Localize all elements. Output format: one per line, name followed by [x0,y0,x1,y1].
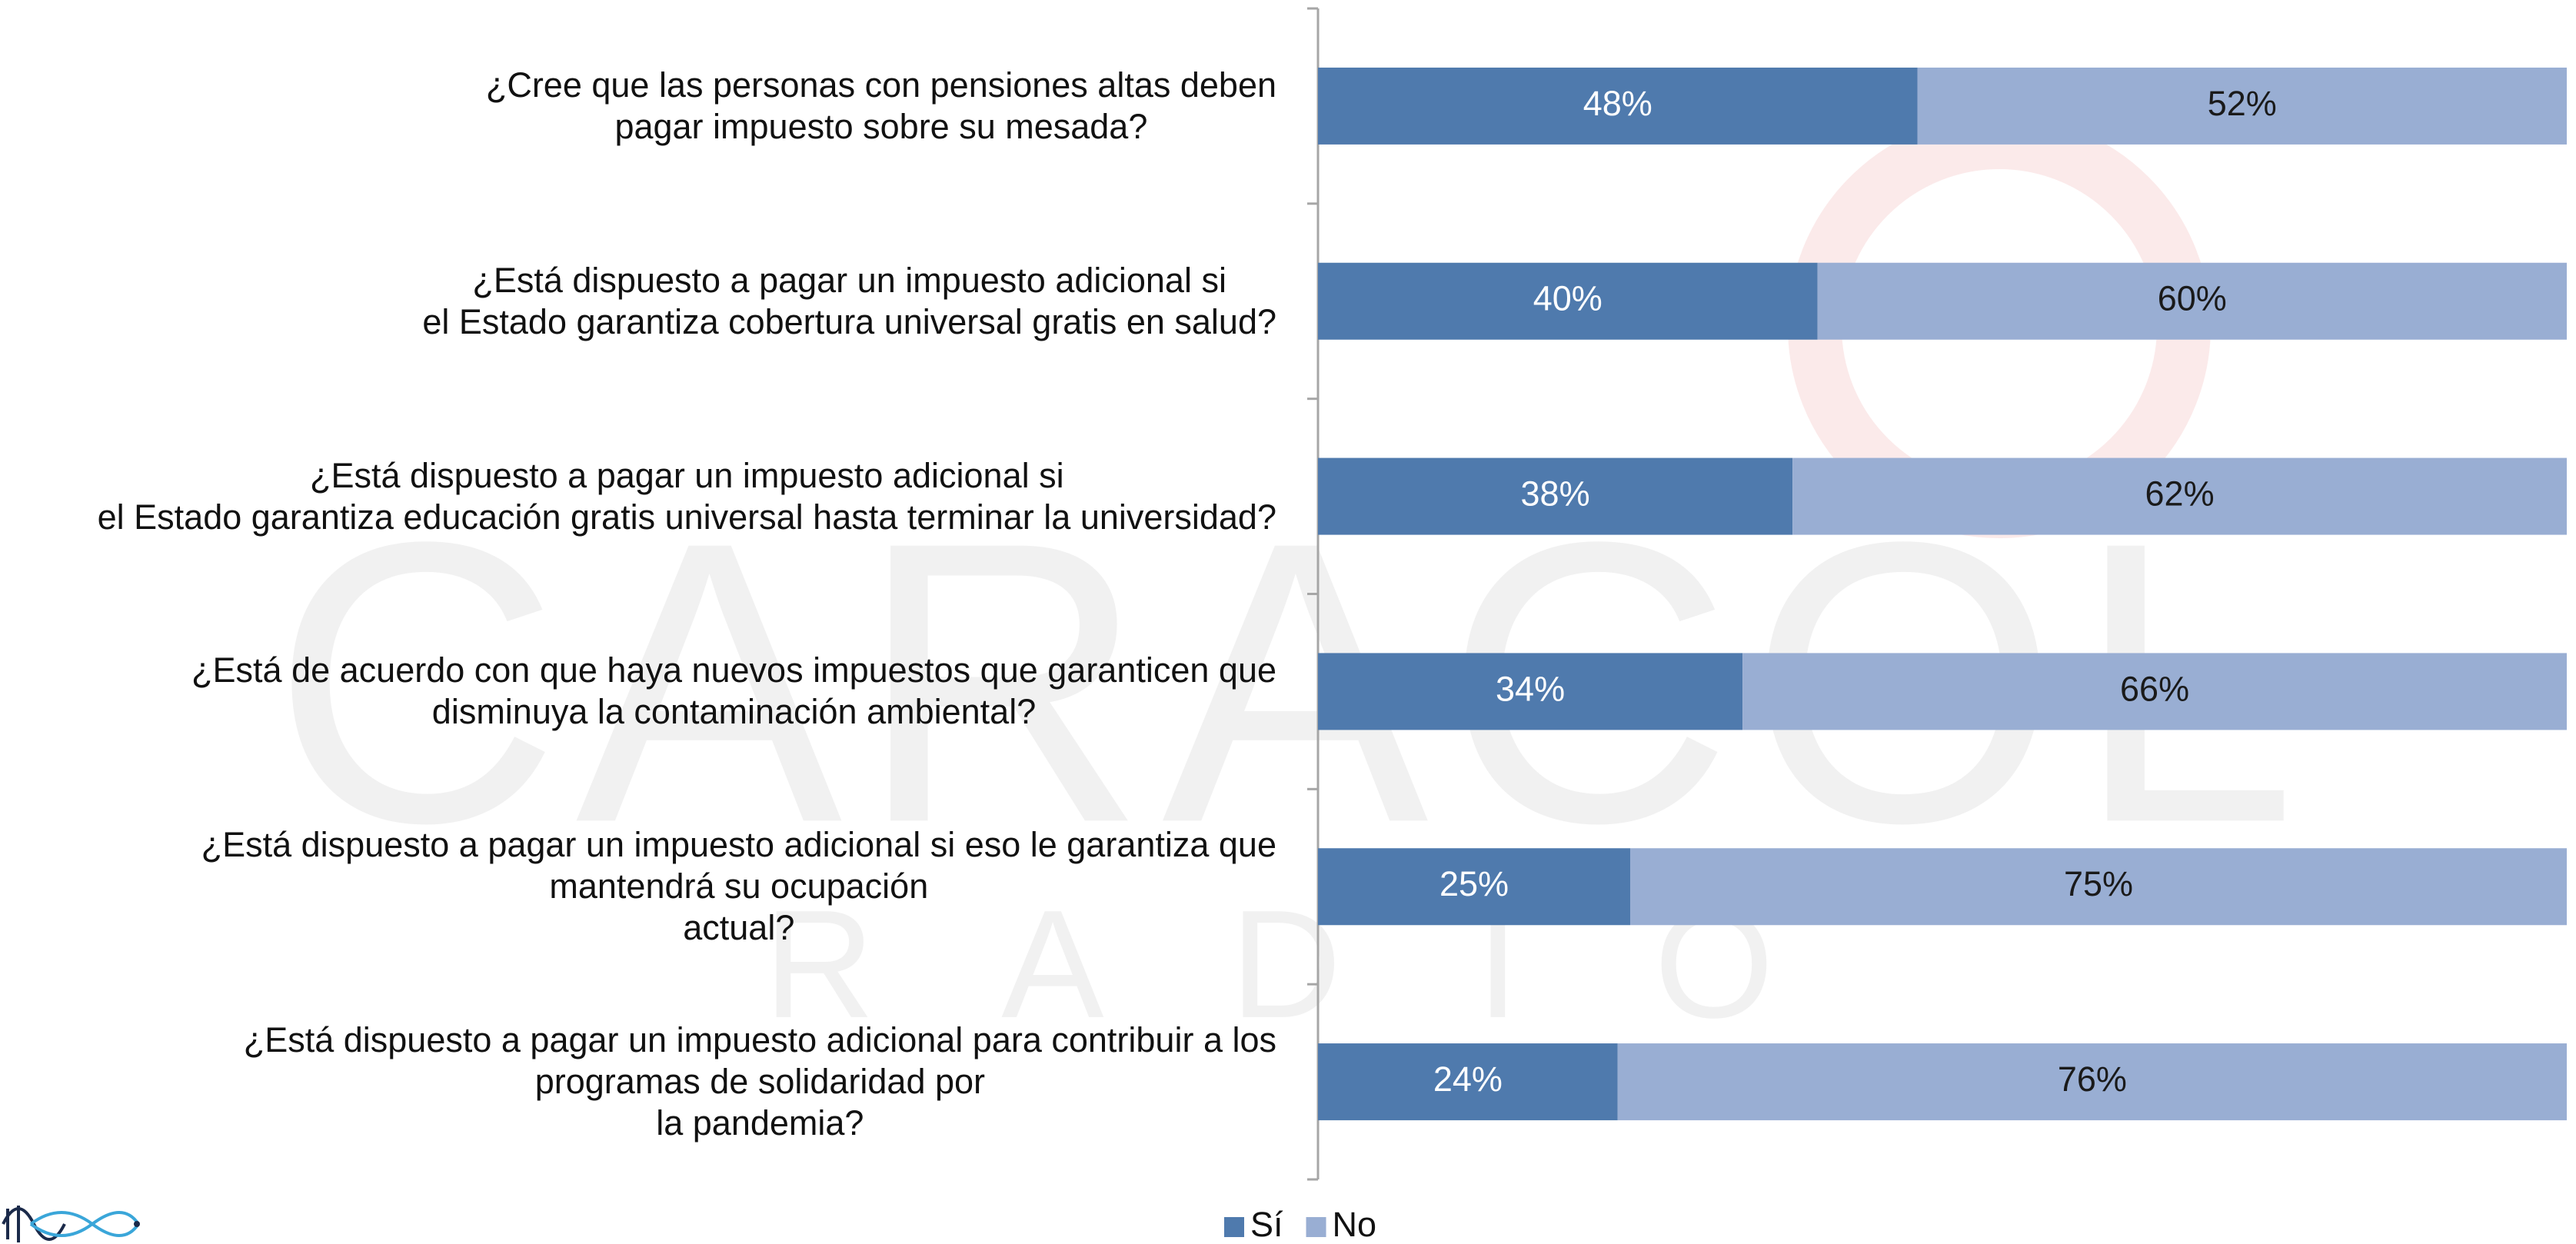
value-label: 38% [1521,474,1590,513]
category-label: ¿Está dispuesto a pagar un impuesto adic… [201,825,1276,948]
bar-segment [1318,262,1818,340]
value-label: 75% [2064,864,2133,903]
bar-segment [1318,653,1743,730]
value-label: 25% [1439,864,1509,903]
legend-swatch [1306,1217,1326,1237]
category-label: ¿Está dispuesto a pagar un impuesto adic… [422,260,1276,341]
value-label: 24% [1433,1059,1503,1099]
value-label: 34% [1496,669,1565,708]
value-label: 66% [2120,669,2189,708]
category-label: ¿Cree que las personas con pensiones alt… [485,65,1276,146]
legend-swatch [1224,1217,1244,1237]
bar-segment [1792,457,2567,535]
bar-segment [1318,457,1793,535]
value-label: 48% [1583,84,1652,123]
bar-segment [1318,1043,1618,1121]
category-label: ¿Está dispuesto a pagar un impuesto adic… [97,455,1276,537]
bar-segment [1742,653,2567,730]
bar-segment [1817,262,2567,340]
value-label: 40% [1533,279,1603,318]
legend-label: No [1333,1205,1377,1244]
value-label: 60% [2158,279,2227,318]
value-label: 52% [2208,84,2277,123]
legend-label: Sí [1250,1205,1283,1244]
bar-segment [1318,848,1630,926]
category-label: ¿Está de acuerdo con que haya nuevos imp… [191,650,1276,732]
bar-segment [1617,1043,2567,1121]
value-label: 76% [2058,1059,2127,1099]
category-label: ¿Está dispuesto a pagar un impuesto adic… [243,1020,1276,1143]
bar-segment [1917,67,2567,145]
value-label: 62% [2145,474,2215,513]
bar-segment [1630,848,2567,926]
logo [2,1206,140,1242]
bar-segment [1318,67,1918,145]
